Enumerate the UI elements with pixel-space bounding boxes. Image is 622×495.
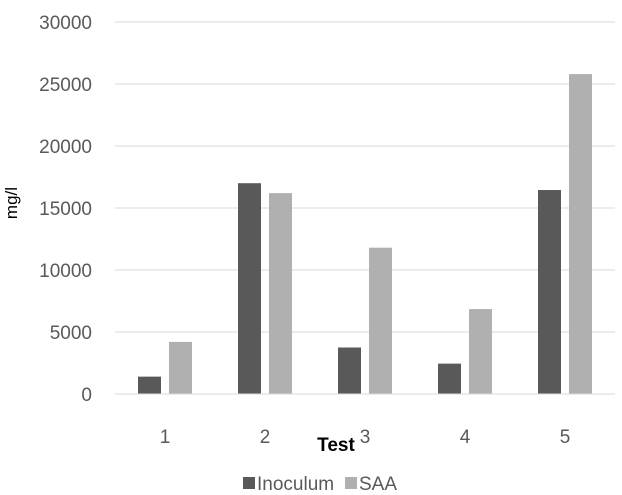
x-tick-label: 2 (260, 427, 271, 448)
y-tick-label: 25000 (39, 75, 92, 96)
legend-label-inoculum: Inoculum (257, 474, 334, 495)
bar-inoculum-test-4 (438, 363, 461, 394)
legend: Inoculum SAA (243, 474, 397, 495)
bar-inoculum-test-5 (538, 190, 561, 394)
y-tick-label: 15000 (39, 199, 92, 220)
bar-inoculum-test-2 (238, 183, 261, 394)
y-tick-label: 5000 (50, 323, 92, 344)
bars (138, 74, 592, 394)
bar-inoculum-test-3 (338, 347, 361, 394)
gridlines (115, 21, 615, 333)
bar-saa-test-3 (369, 247, 392, 394)
bar-saa-test-1 (169, 341, 192, 394)
y-tick-label: 20000 (39, 137, 92, 158)
y-tick-label: 0 (81, 385, 92, 406)
legend-swatch-saa (345, 477, 357, 489)
y-axis-title: mg/l (2, 187, 21, 219)
bar-inoculum-test-1 (138, 376, 161, 394)
x-tick-label: 5 (560, 427, 571, 448)
x-tick-label: 4 (460, 427, 471, 448)
y-tick-label: 30000 (39, 13, 92, 34)
legend-swatch-inoculum (243, 477, 255, 489)
x-tick-label: 1 (160, 427, 171, 448)
x-axis-ticks: 1 2 3 4 5 (160, 427, 571, 448)
x-tick-label: 3 (360, 427, 371, 448)
y-axis-ticks: 0 5000 10000 15000 20000 25000 30000 (39, 13, 92, 406)
legend-label-saa: SAA (359, 474, 397, 495)
x-axis-title: Test (317, 435, 355, 456)
bar-saa-test-5 (569, 74, 592, 394)
bar-saa-test-4 (469, 309, 492, 394)
y-tick-label: 10000 (39, 261, 92, 282)
bar-saa-test-2 (269, 193, 292, 394)
